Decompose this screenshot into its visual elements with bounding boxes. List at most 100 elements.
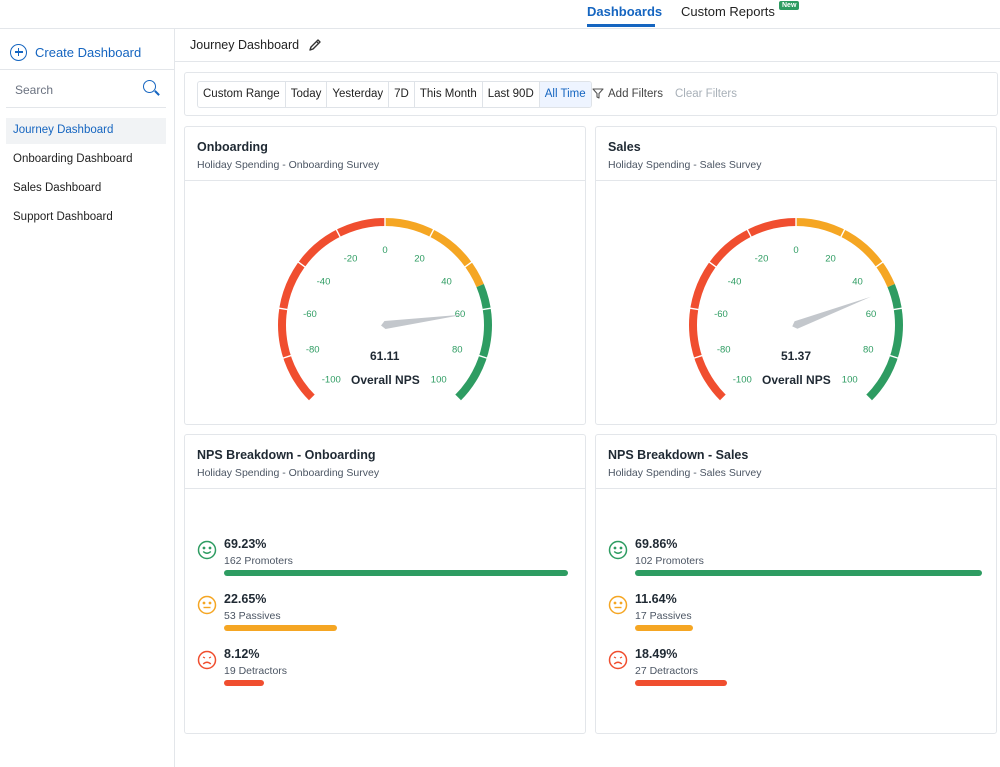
new-badge: New [779, 1, 800, 10]
gauge-tick-label: 80 [452, 344, 463, 355]
breakdown-count: 17 Passives [635, 610, 692, 622]
breakdown-bar [635, 570, 982, 576]
gauge-tick-label: 0 [382, 245, 387, 256]
gauge-tick-label: -40 [728, 276, 742, 287]
gauge-tick-label: -80 [306, 344, 320, 355]
search-icon[interactable] [143, 80, 156, 93]
gauge-tick-label: -20 [344, 253, 358, 264]
breakdown-percentage: 11.64% [635, 592, 677, 606]
gauge-tick-label: 20 [414, 253, 425, 264]
breakdown-percentage: 22.65% [224, 592, 267, 606]
add-filters-button[interactable]: Add Filters [608, 88, 663, 100]
gauge-tick-label: -80 [717, 344, 731, 355]
breakdown-count: 162 Promoters [224, 555, 293, 567]
divider [175, 61, 1000, 62]
nps-gauge: -100 -80 -60 -40 -20 0 20 40 60 80 100 [689, 217, 903, 402]
card-subtitle: Holiday Spending - Sales Survey [608, 467, 762, 479]
gauge-tick-label: 40 [852, 276, 863, 287]
gauge-tick [297, 260, 307, 268]
gauge-needle [381, 314, 465, 329]
gauge-tick [282, 354, 293, 360]
gauge-tick [477, 354, 488, 360]
card-title: Sales [608, 140, 641, 154]
nps-breakdown-card-onboarding: NPS Breakdown - Onboarding Holiday Spend… [184, 434, 586, 734]
nps-label: Overall NPS [762, 373, 831, 387]
date-range-selector: Custom Range Today Yesterday 7D This Mon… [197, 81, 592, 108]
filter-icon[interactable] [592, 88, 604, 99]
clear-filters-button[interactable]: Clear Filters [675, 88, 737, 100]
gauge-tick [454, 394, 462, 402]
sidebar-item-label: Support Dashboard [13, 211, 113, 223]
range-last-90d[interactable]: Last 90D [483, 82, 540, 107]
range-custom-range[interactable]: Custom Range [198, 82, 286, 107]
card-subtitle: Holiday Spending - Onboarding Survey [197, 159, 380, 171]
gauge-tick [708, 260, 718, 268]
range-this-month[interactable]: This Month [415, 82, 483, 107]
card-title: NPS Breakdown - Onboarding [197, 448, 376, 462]
breakdown-percentage: 69.23% [224, 537, 267, 551]
gauge-tick-label: 40 [441, 276, 452, 287]
gauge-tick-label: 0 [793, 245, 798, 256]
breakdown-count: 53 Passives [224, 610, 281, 622]
card-title: NPS Breakdown - Sales [608, 448, 749, 462]
divider [185, 180, 585, 181]
tab-dashboards[interactable]: Dashboards [587, 4, 663, 19]
gauge-tick [428, 228, 435, 238]
breakdown-bar [224, 570, 568, 576]
smile-icon [197, 540, 217, 560]
sidebar: Create Dashboard Search Journey Dashboar… [0, 29, 175, 767]
sidebar-item-sales-dashboard[interactable]: Sales Dashboard [6, 176, 166, 202]
nps-breakdown-card-sales: NPS Breakdown - Sales Holiday Spending -… [595, 434, 997, 734]
breakdown-percentage: 8.12% [224, 647, 260, 661]
gauge-tick-label: 60 [866, 309, 877, 320]
sidebar-item-onboarding-dashboard[interactable]: Onboarding Dashboard [6, 147, 166, 173]
gauge-tick [719, 394, 727, 402]
create-dashboard-button[interactable]: Create Dashboard [10, 43, 141, 61]
tab-custom-reports[interactable]: Custom Reports [681, 4, 775, 19]
gauge-tick-label: -100 [733, 375, 752, 386]
page-title: Journey Dashboard [190, 38, 300, 52]
nps-value: 51.37 [781, 349, 812, 363]
range-7d[interactable]: 7D [389, 82, 415, 107]
top-navigation: Dashboards Custom Reports New [0, 0, 1000, 29]
frown-icon [608, 650, 628, 670]
gauge-tick [865, 394, 873, 402]
divider [596, 488, 996, 489]
gauge-tick-label: -60 [714, 309, 728, 320]
gauge-band [385, 218, 484, 288]
sidebar-item-label: Sales Dashboard [13, 182, 102, 194]
gauge-tick-label: -40 [317, 276, 331, 287]
gauge-tick [308, 394, 316, 402]
sidebar-item-label: Journey Dashboard [13, 124, 114, 136]
nps-gauge: -100 -80 -60 -40 -20 0 20 40 60 80 100 [278, 217, 492, 402]
range-yesterday[interactable]: Yesterday [327, 82, 390, 107]
range-all-time[interactable]: All Time [539, 82, 591, 107]
pencil-icon[interactable] [308, 38, 322, 52]
gauge-tick [892, 307, 903, 311]
gauge-tick [746, 228, 753, 238]
sidebar-item-support-dashboard[interactable]: Support Dashboard [6, 205, 166, 231]
breakdown-percentage: 69.86% [635, 537, 678, 551]
search-input[interactable]: Search [15, 83, 54, 97]
range-today[interactable]: Today [286, 82, 328, 107]
gauge-tick-label: 20 [825, 253, 836, 264]
gauge-needle [792, 296, 871, 329]
gauge-card-onboarding: Onboarding Holiday Spending - Onboarding… [184, 126, 586, 425]
neutral-face-icon [197, 595, 217, 615]
sidebar-item-journey-dashboard[interactable]: Journey Dashboard [6, 118, 166, 144]
gauge-tick [463, 260, 473, 268]
card-title: Onboarding [197, 140, 268, 154]
gauge-tick [874, 260, 884, 268]
search-field[interactable]: Search [6, 73, 166, 108]
nps-value: 61.11 [370, 349, 400, 363]
gauge-band [866, 284, 903, 401]
gauge-tick [888, 354, 899, 360]
divider [185, 488, 585, 489]
breakdown-count: 27 Detractors [635, 665, 699, 677]
gauge-tick [689, 307, 700, 311]
gauge-band [455, 284, 492, 401]
gauge-card-sales: Sales Holiday Spending - Sales Survey -1… [595, 126, 997, 425]
gauge-tick [839, 228, 846, 238]
gauge-tick [481, 307, 492, 311]
breakdown-bar [635, 625, 693, 631]
